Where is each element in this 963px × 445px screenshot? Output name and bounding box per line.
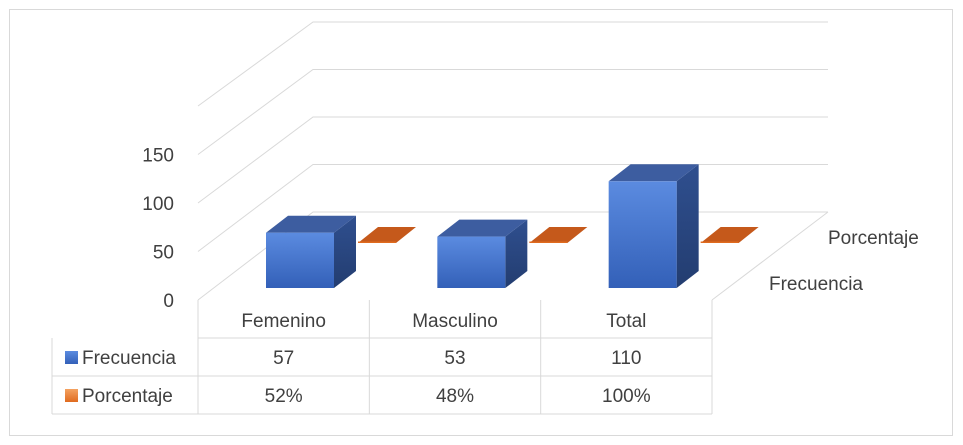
category-label: Masculino: [412, 311, 498, 332]
bar-frecuencia-femenino: [266, 215, 356, 288]
category-label: Femenino: [241, 311, 326, 332]
series-name: Porcentaje: [82, 386, 173, 407]
table-cell: 48%: [436, 386, 474, 407]
table-cell: 57: [273, 348, 294, 369]
gridline-150: [197, 69, 828, 155]
depth-label-frecuencia: Frecuencia: [769, 274, 863, 295]
bar-porcentaje-total: [700, 227, 759, 243]
table-cell: 52%: [265, 386, 303, 407]
category-label: Total: [606, 311, 646, 332]
bar-porcentaje-femenino: [358, 227, 416, 243]
table-cell: 110: [611, 348, 641, 369]
bar-frecuencia-total: [608, 164, 699, 288]
table-cell: 100%: [602, 386, 651, 407]
table-cell: 53: [444, 348, 465, 369]
bar-frecuencia-masculino: [437, 219, 528, 288]
bar-porcentaje-masculino: [529, 227, 588, 243]
y-tick-label: 0: [163, 291, 174, 312]
data-table: Femenino Masculino Total Frecuencia 57 53 110 P…: [51, 300, 713, 415]
legend-key-porcentaje: [65, 389, 78, 402]
y-tick-label: 100: [142, 194, 174, 215]
legend-key-frecuencia: [65, 351, 78, 364]
series-name: Frecuencia: [82, 348, 176, 369]
y-tick-label: 150: [142, 146, 174, 167]
gridline-100: [197, 116, 828, 204]
y-axis-ticks: 0 50 100 150: [142, 146, 174, 313]
depth-label-porcentaje: Porcentaje: [828, 228, 919, 249]
bars: [266, 164, 759, 288]
depth-axis-labels: Porcentaje Frecuencia: [769, 228, 919, 295]
y-tick-label: 50: [153, 243, 174, 264]
chart-frame: [9, 9, 953, 436]
gridline-200: [197, 21, 828, 107]
